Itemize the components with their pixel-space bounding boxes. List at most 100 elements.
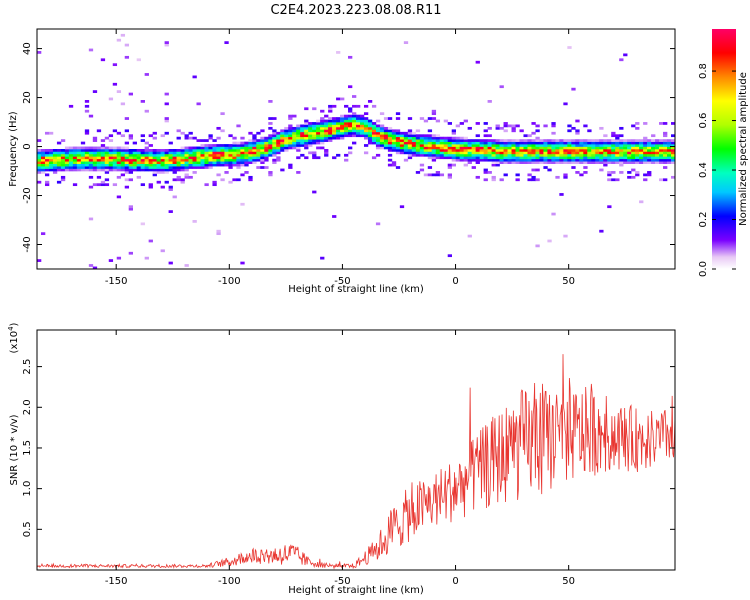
heatmap-cell: [647, 161, 652, 164]
heatmap-cell: [172, 161, 177, 164]
heatmap-cell: [431, 146, 437, 150]
colorbar-gradient: [712, 29, 736, 269]
heatmap-cell: [332, 104, 337, 108]
heatmap-cell: [575, 149, 580, 152]
heatmap-cell: [156, 156, 161, 160]
heatmap-cell: [403, 134, 409, 138]
heatmap-cell: [399, 144, 405, 147]
heatmap-cell: [132, 161, 137, 164]
heatmap-cell: [623, 161, 628, 164]
heatmap-cell: [499, 85, 504, 89]
heatmap-cell: [579, 161, 584, 164]
heatmap-cell: [599, 156, 604, 160]
heatmap-cell: [543, 149, 548, 152]
heatmap-cell: [403, 131, 409, 135]
heatmap-cell: [423, 134, 429, 138]
heatmap-cell: [192, 149, 197, 152]
heatmap-cell: [531, 139, 536, 142]
heatmap-cell: [256, 139, 261, 142]
heatmap-cell: [144, 141, 149, 145]
heatmap-cell: [575, 161, 580, 164]
heatmap-cell: [40, 153, 46, 157]
heatmap-cell: [439, 153, 445, 157]
heatmap-cell: [84, 153, 90, 157]
heatmap-cell: [304, 107, 309, 111]
heatmap-cell: [407, 144, 413, 147]
heatmap-cell: [128, 178, 133, 182]
heatmap-cell: [611, 139, 616, 142]
x-tick-label: 50: [562, 276, 575, 287]
heatmap-cell: [268, 134, 273, 138]
heatmap-cell: [192, 146, 197, 150]
heatmap-cell: [483, 178, 488, 182]
heatmap-cell: [324, 134, 329, 138]
heatmap-cell: [459, 151, 464, 155]
heatmap-cell: [324, 136, 329, 140]
heatmap-cell: [236, 124, 241, 128]
heatmap-cell: [567, 151, 572, 155]
heatmap-cell: [623, 153, 628, 157]
heatmap-cell: [363, 144, 369, 147]
heatmap-cell: [284, 139, 289, 142]
heatmap-cell: [523, 146, 528, 150]
heatmap-cell: [356, 119, 361, 123]
heatmap-cell: [459, 144, 464, 147]
heatmap-cell: [483, 134, 488, 138]
heatmap-cell: [467, 153, 472, 157]
heatmap-cell: [160, 171, 165, 174]
heatmap-cell: [451, 136, 456, 140]
heatmap-cell: [623, 158, 628, 162]
heatmap-cell: [296, 144, 301, 147]
heatmap-cell: [192, 166, 197, 169]
heatmap-cell: [232, 158, 237, 162]
heatmap-cell: [643, 149, 648, 152]
heatmap-cell: [232, 156, 237, 160]
heatmap-cell: [176, 161, 181, 164]
heatmap-cell: [387, 163, 393, 167]
heatmap-cell: [531, 146, 536, 150]
heatmap-cell: [104, 153, 110, 157]
heatmap-cell: [124, 166, 130, 169]
heatmap-cell: [471, 149, 476, 152]
heatmap-cell: [399, 141, 405, 145]
heatmap-cell: [72, 161, 78, 164]
heatmap-cell: [168, 151, 173, 155]
heatmap-cell: [208, 144, 213, 147]
heatmap-cell: [435, 134, 441, 138]
heatmap-cell: [260, 146, 265, 150]
heatmap-cell: [152, 151, 157, 155]
heatmap-cell: [264, 153, 269, 157]
heatmap-cell: [292, 129, 297, 133]
heatmap-cell: [459, 136, 464, 140]
heatmap-cell: [419, 139, 425, 142]
heatmap-cell: [415, 136, 421, 140]
heatmap-cell: [40, 149, 46, 152]
snr-multiplier-exp: 4: [7, 326, 15, 331]
heatmap-cell: [196, 153, 201, 157]
heatmap-cell: [84, 158, 90, 162]
heatmap-cell: [256, 141, 261, 145]
heatmap-cell: [491, 149, 496, 152]
heatmap-cell: [603, 141, 608, 145]
heatmap-cell: [503, 141, 508, 145]
heatmap-cell: [487, 141, 492, 145]
heatmap-cell: [667, 151, 672, 155]
heatmap-cell: [627, 151, 632, 155]
heatmap-cell: [595, 146, 600, 150]
heatmap-cell: [671, 144, 675, 147]
heatmap-cell: [92, 183, 98, 187]
heatmap-cell: [667, 153, 672, 157]
heatmap-cell: [523, 139, 528, 142]
heatmap-cell: [148, 158, 153, 162]
heatmap-cell: [44, 149, 50, 152]
heatmap-cell: [363, 119, 369, 123]
heatmap-cell: [415, 171, 421, 174]
heatmap-cell: [204, 151, 209, 155]
heatmap-cell: [56, 168, 62, 172]
heatmap-cell: [340, 134, 345, 138]
heatmap-cell: [375, 126, 381, 130]
heatmap-cell: [583, 171, 588, 174]
heatmap-cell: [563, 151, 568, 155]
heatmap-cell: [252, 161, 257, 164]
